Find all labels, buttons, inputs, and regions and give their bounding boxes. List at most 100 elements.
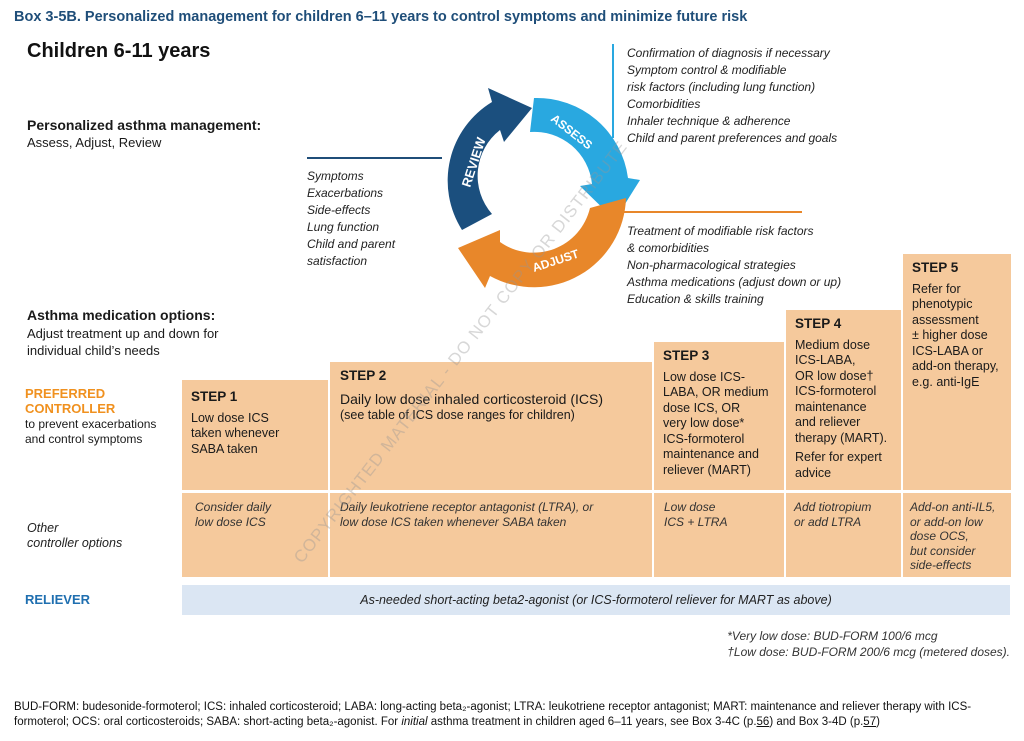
adjust-item: Asthma medications (adjust down or up)	[627, 275, 842, 289]
step-5-other-line: but consider	[910, 543, 976, 558]
step-5-line: assessment	[912, 312, 979, 327]
step-2-title: STEP 2	[340, 368, 387, 383]
step-5-line: add-on therapy,	[912, 359, 999, 373]
reliever-label: RELIEVER	[25, 592, 91, 607]
other-label-line: controller options	[27, 536, 123, 550]
review-item: Lung function	[307, 220, 380, 234]
step-4-line: OR low dose†	[795, 368, 874, 383]
step-3-line: very low dose*	[663, 416, 745, 430]
step-2-other-box: Daily leukotriene receptor antagonist (L…	[330, 493, 652, 577]
step-1-title: STEP 1	[191, 389, 238, 404]
step-1-other-box: Consider daily low dose ICS	[182, 493, 328, 577]
abbrev-text: asthma treatment in children aged 6–11 y…	[427, 716, 757, 728]
step-5-line: ± higher dose	[912, 328, 988, 342]
other-controller-label: Other controller options	[27, 521, 122, 551]
preferred-controller-label: PREFERRED CONTROLLER	[25, 386, 115, 416]
step-3-box: STEP 3 Low dose ICS- LABA, OR medium dos…	[654, 342, 784, 490]
step-4-other-box: Add tiotropium or add LTRA	[786, 493, 901, 577]
abbrev-text: )	[876, 716, 880, 728]
personalized-management-heading: Personalized asthma management:	[27, 117, 262, 133]
adjust-item: Education & skills training	[627, 292, 764, 306]
step-2-line: Daily low dose inhaled corticosteroid (I…	[340, 390, 603, 407]
footnote-line: †Low dose: BUD-FORM 200/6 mcg (metered d…	[727, 645, 1010, 659]
box-title: Box 3-5B. Personalized management for ch…	[14, 9, 748, 25]
step-3-line: maintenance and	[663, 447, 759, 461]
step-5-box: STEP 5 Refer for phenotypic assessment ±…	[903, 254, 1011, 490]
step-5-other-line: Add-on anti-IL5,	[910, 500, 996, 514]
step-5-line: ICS-LABA or	[912, 343, 983, 358]
footnote-line: *Very low dose: BUD-FORM 100/6 mcg	[727, 629, 938, 643]
page-link-56[interactable]: 56	[756, 716, 770, 728]
preferred-label-line: PREFERRED	[25, 386, 106, 401]
step-3-title: STEP 3	[663, 348, 710, 363]
assess-item: Inhaler technique & adherence	[627, 114, 791, 128]
step-5-line: e.g. anti-IgE	[912, 374, 980, 389]
step-3-line: reliever (MART)	[663, 462, 751, 477]
step-5-line: Refer for	[912, 281, 961, 296]
step-4-line: advice	[795, 465, 832, 480]
assess-arrow	[530, 97, 640, 220]
step-4-line: therapy (MART).	[795, 430, 888, 445]
step-4-line: ICS-LABA,	[795, 353, 856, 367]
assess-item: Comorbidities	[627, 97, 701, 111]
step-1-other-line: low dose ICS	[195, 514, 266, 529]
step-3-line: dose ICS, OR	[663, 400, 741, 415]
step-3-line: ICS-formoterol	[663, 431, 745, 446]
preferred-label-line: CONTROLLER	[25, 401, 116, 416]
step-1-line: SABA taken	[191, 441, 258, 456]
review-item: Child and parent	[307, 237, 396, 251]
step-4-line: and reliever	[795, 415, 861, 429]
adjust-connector-line	[612, 211, 802, 213]
step-1-line: taken whenever	[191, 426, 280, 440]
step-3-other-line: ICS + LTRA	[664, 514, 728, 529]
step-4-other-line: Add tiotropium	[794, 500, 872, 514]
assess-list: Confirmation of diagnosis if necessary S…	[627, 45, 837, 147]
assess-connector-vertical	[612, 44, 614, 138]
step-3-other-box: Low dose ICS + LTRA	[654, 493, 784, 577]
adjust-arrow	[458, 198, 626, 288]
step-2-other-line: Daily leukotriene receptor antagonist (L…	[340, 500, 594, 514]
children-title: Children 6-11 years	[27, 40, 211, 62]
step-5-other-box: Add-on anti-IL5, or add-on low dose OCS,…	[903, 493, 1011, 577]
preferred-controller-sub: to prevent exacerbations and control sym…	[25, 417, 156, 447]
step-5-line: phenotypic	[912, 297, 973, 311]
abbreviations-note: BUD-FORM: budesonide-formoterol; ICS: in…	[14, 700, 1014, 730]
footnotes: *Very low dose: BUD-FORM 100/6 mcg †Low …	[727, 628, 1010, 660]
step-3-other-line: Low dose	[664, 500, 716, 514]
abbrev-text: ) and Box 3-4D (p.	[769, 716, 864, 728]
preferred-sub-line: and control symptoms	[25, 432, 143, 446]
step-4-line: Refer for expert	[795, 450, 882, 464]
page-link-57[interactable]: 57	[863, 716, 877, 728]
preferred-sub-line: to prevent exacerbations	[25, 417, 157, 431]
step-5-other-line: side-effects	[910, 558, 972, 572]
review-list: Symptoms Exacerbations Side-effects Lung…	[307, 168, 395, 270]
step-2-line: (see table of ICS dose ranges for childr…	[340, 407, 575, 422]
medication-options-sub: Adjust treatment up and down for individ…	[27, 326, 219, 358]
step-2-box: STEP 2 Daily low dose inhaled corticoste…	[330, 362, 652, 490]
review-item: Exacerbations	[307, 186, 384, 200]
step-5-other-line: dose OCS,	[910, 529, 969, 543]
step-4-other-line: or add LTRA	[794, 514, 862, 529]
step-4-box: STEP 4 Medium dose ICS-LABA, OR low dose…	[786, 310, 901, 490]
step-4-line: ICS-formoterol	[795, 384, 877, 398]
assess-item: Confirmation of diagnosis if necessary	[627, 46, 830, 60]
adjust-item: & comorbidities	[627, 241, 710, 255]
review-connector-line	[307, 157, 442, 159]
abbrev-text: BUD-FORM: budesonide-formoterol; ICS: in…	[14, 701, 972, 728]
assess-adjust-review-cycle: REVIEW ASSESS ADJUST	[447, 88, 640, 288]
adjust-item: Non-pharmacological strategies	[627, 258, 796, 272]
step-5-title: STEP 5	[912, 260, 959, 275]
review-item: satisfaction	[307, 254, 368, 268]
step-4-title: STEP 4	[795, 316, 842, 331]
review-item: Side-effects	[307, 203, 371, 217]
medication-options-heading: Asthma medication options:	[27, 307, 216, 323]
personalized-management-sub: Assess, Adjust, Review	[27, 135, 162, 150]
assess-item: Symptom control & modifiable	[627, 63, 787, 77]
step-5-other-line: or add-on low	[910, 514, 983, 529]
adjust-list: Treatment of modifiable risk factors & c…	[627, 223, 841, 308]
step-2-other-line: low dose ICS taken whenever SABA taken	[340, 514, 567, 529]
other-label-line: Other	[27, 521, 59, 535]
assess-item: risk factors (including lung function)	[627, 80, 816, 94]
review-item: Symptoms	[307, 169, 364, 183]
adjust-item: Treatment of modifiable risk factors	[627, 224, 814, 238]
